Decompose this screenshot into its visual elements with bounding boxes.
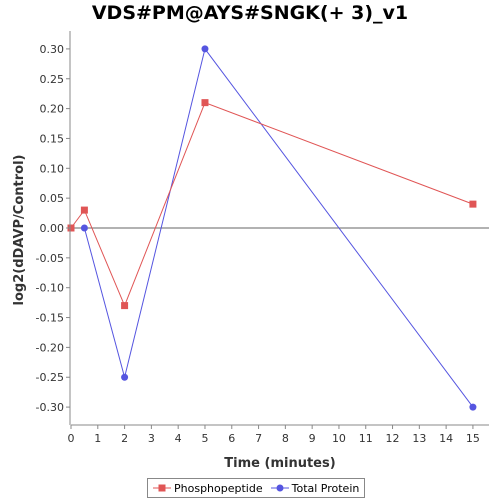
total-protein-line — [83, 47, 474, 408]
x-tick-label: 5 — [201, 432, 208, 445]
legend-item-total-protein: Total Protein — [270, 481, 360, 495]
y-axis-title: log2(dDAVP/Control) — [12, 155, 27, 306]
x-tick-label: 0 — [68, 432, 75, 445]
x-tick-label: 10 — [332, 432, 346, 445]
x-tick-label: 13 — [412, 432, 426, 445]
x-tick-label: 4 — [175, 432, 182, 445]
y-tick-label: -0.15 — [36, 312, 64, 325]
phosphopeptide-point — [469, 200, 477, 208]
y-tick-label: 0.25 — [40, 73, 65, 86]
y-tick-label: 0.00 — [40, 222, 65, 235]
x-axis-title: Time (minutes) — [224, 456, 335, 471]
phosphopeptide-point — [67, 224, 75, 232]
y-tick-label: -0.20 — [36, 341, 64, 354]
phosphopeptide-point — [80, 206, 88, 214]
y-tick-label: 0.30 — [40, 43, 65, 56]
phosphopeptide-point — [201, 99, 209, 107]
x-tick-label: 7 — [255, 432, 262, 445]
total-protein-point — [121, 373, 129, 381]
x-tick-label: 15 — [466, 432, 480, 445]
total-protein-point — [201, 45, 209, 53]
total-protein-point — [469, 403, 477, 411]
y-tick-label: -0.10 — [36, 282, 64, 295]
x-tick-label: 8 — [282, 432, 289, 445]
x-tick-label: 11 — [359, 432, 373, 445]
legend-swatch-phosphopeptide — [153, 484, 171, 492]
x-tick-label: 14 — [439, 432, 453, 445]
x-tick-label: 3 — [148, 432, 155, 445]
x-tick-label: 9 — [309, 432, 316, 445]
x-tick-label: 12 — [386, 432, 400, 445]
y-tick-label: 0.10 — [40, 162, 65, 175]
y-tick-label: 0.15 — [40, 132, 65, 145]
y-tick-label: 0.20 — [40, 103, 65, 116]
y-tick-label: -0.25 — [36, 371, 64, 384]
total-protein-point — [80, 224, 88, 232]
legend-label: Phosphopeptide — [174, 481, 263, 495]
phosphopeptide-point — [121, 302, 129, 310]
y-tick-label: -0.30 — [36, 401, 64, 414]
legend-item-phosphopeptide: Phosphopeptide — [153, 482, 263, 495]
y-tick-label: 0.05 — [40, 192, 65, 205]
chart-title: VDS#PM@AYS#SNGK(+ 3)_v1 — [91, 2, 409, 24]
x-tick-label: 2 — [121, 432, 128, 445]
legend: Phosphopeptide Total Protein — [147, 478, 366, 498]
x-tick-label: 6 — [228, 432, 235, 445]
legend-swatch-total-protein — [270, 484, 289, 492]
legend-label: Total Protein — [291, 481, 360, 495]
x-tick-label: 1 — [94, 432, 101, 445]
y-tick-label: -0.05 — [36, 252, 64, 265]
